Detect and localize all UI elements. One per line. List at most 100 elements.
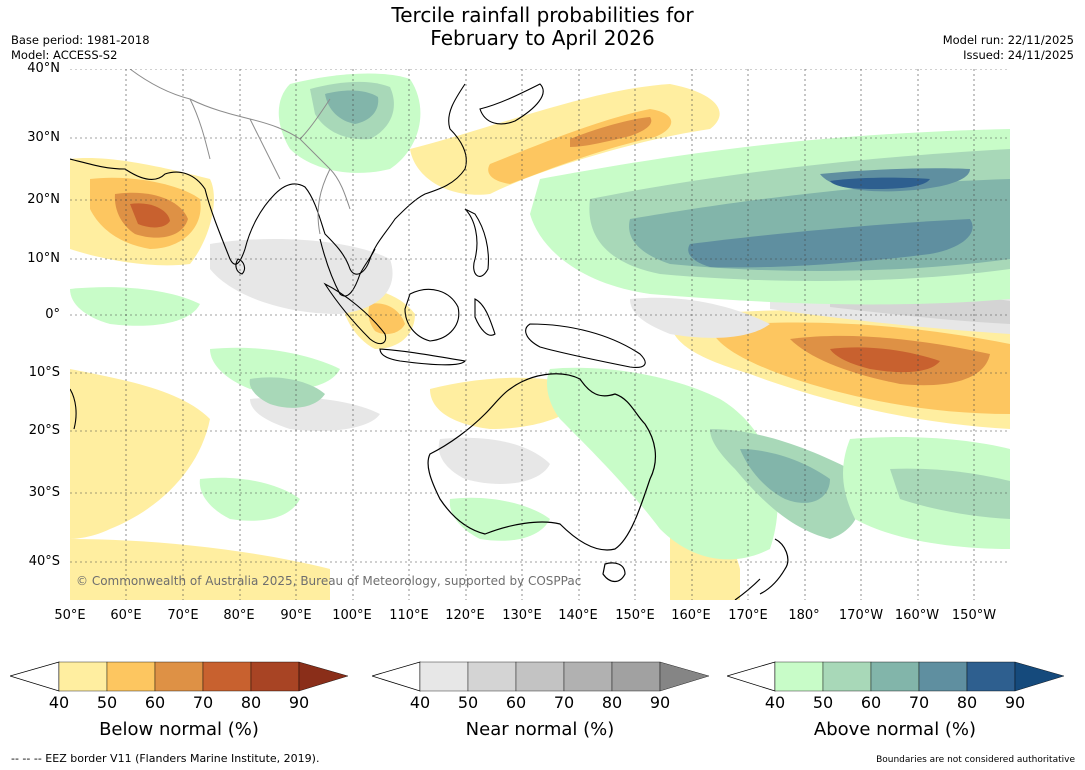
below-tick-90: 90	[288, 693, 310, 712]
lat-label-10s: 10°S	[28, 365, 60, 380]
tasmania-coastline	[602, 562, 626, 583]
above-tick-40: 40	[764, 693, 786, 712]
above-normal-title: Above normal (%)	[813, 719, 977, 740]
lon-label-130e: 130°E	[502, 608, 542, 623]
above-normal-swatch-50-60	[822, 661, 872, 692]
lon-label-120e: 120°E	[445, 608, 485, 623]
lon-label-90e: 90°E	[280, 608, 312, 623]
lon-label-100e: 100°E	[332, 608, 372, 623]
near-tick-80: 80	[601, 693, 623, 712]
below-normal-colorbar	[10, 661, 349, 692]
australia-coastline	[427, 373, 657, 551]
lon-label-70e: 70°E	[167, 608, 199, 623]
near-normal-high-arrow	[659, 661, 710, 692]
lat-label-20n: 20°N	[27, 192, 60, 207]
below-tick-40: 40	[48, 693, 70, 712]
lat-label-10n: 10°N	[27, 251, 60, 266]
near-tick-60: 60	[505, 693, 527, 712]
below-normal-swatch-70-80	[202, 661, 252, 692]
japan-coastline	[479, 83, 544, 125]
asia-coastline	[70, 83, 467, 275]
model-name: Model: ACCESS-S2	[11, 48, 118, 62]
issued-date: Issued: 24/11/2025	[963, 48, 1074, 62]
philippines-coastline	[464, 208, 489, 277]
above-normal-swatch-80-90	[966, 661, 1016, 692]
lon-label-170w: 170°W	[838, 608, 884, 623]
below-normal-high-arrow	[298, 661, 349, 692]
above-tick-60: 60	[860, 693, 882, 712]
meta-left: Base period: 1981-2018 Model: ACCESS-S2	[11, 33, 150, 63]
lat-label-20s: 20°S	[28, 423, 60, 438]
new-guinea-coastline	[525, 323, 646, 368]
below-normal-swatch-40-50	[58, 661, 108, 692]
lon-label-50e: 50°E	[54, 608, 86, 623]
below-tick-80: 80	[240, 693, 262, 712]
borneo-coastline	[404, 288, 460, 342]
java-coastline	[379, 348, 467, 366]
above-normal-colorbar	[727, 661, 1065, 692]
above-tick-50: 50	[812, 693, 834, 712]
chart-title: Tercile rainfall probabilities for Febru…	[0, 4, 1085, 50]
lat-label-40s: 40°S	[28, 554, 60, 569]
boundaries-note: Boundaries are not considered authoritat…	[876, 755, 1075, 765]
indochina-coastline	[319, 238, 376, 297]
sulawesi-coastline	[474, 298, 496, 336]
below-tick-60: 60	[144, 693, 166, 712]
model-run: Model run: 22/11/2025	[942, 33, 1074, 47]
lat-label-equator: 0°	[45, 307, 60, 322]
below-tick-50: 50	[96, 693, 118, 712]
title-line-2: February to April 2026	[430, 26, 655, 50]
near-tick-50: 50	[457, 693, 479, 712]
title-line-1: Tercile rainfall probabilities for	[391, 3, 694, 27]
near-normal-swatch-80-90	[611, 661, 661, 692]
above-tick-90: 90	[1004, 693, 1026, 712]
above-normal-swatch-60-70	[870, 661, 920, 692]
sumatra-coastline	[323, 282, 387, 345]
lon-label-170e: 170°E	[728, 608, 768, 623]
above-normal-swatch-70-80	[918, 661, 968, 692]
near-normal-colorbar	[372, 661, 710, 692]
lon-label-150w: 150°W	[951, 608, 997, 623]
near-tick-40: 40	[409, 693, 431, 712]
below-tick-70: 70	[192, 693, 214, 712]
lat-label-30n: 30°N	[27, 130, 60, 145]
lon-label-160w: 160°W	[894, 608, 940, 623]
near-normal-low-arrow	[372, 661, 421, 692]
base-period: Base period: 1981-2018	[11, 33, 150, 47]
lat-label-40n: 40°N	[27, 61, 60, 76]
meta-right: Model run: 22/11/2025 Issued: 24/11/2025	[943, 33, 1074, 63]
near-tick-90: 90	[649, 693, 671, 712]
near-tick-70: 70	[553, 693, 575, 712]
gridlines	[70, 69, 1010, 600]
above-normal-swatch-40-50	[774, 661, 824, 692]
madagascar-coastline	[70, 388, 77, 430]
lon-label-110e: 110°E	[389, 608, 429, 623]
near-normal-swatch-40-50	[419, 661, 469, 692]
copyright-notice: © Commonwealth of Australia 2025, Bureau…	[76, 574, 582, 588]
near-normal-swatch-60-70	[515, 661, 565, 692]
below-normal-swatch-60-70	[154, 661, 204, 692]
above-normal-areas	[70, 73, 1010, 560]
near-normal-swatch-50-60	[467, 661, 517, 692]
country-borders	[129, 69, 351, 235]
lon-label-80e: 80°E	[223, 608, 255, 623]
below-normal-swatch-50-60	[106, 661, 156, 692]
above-normal-low-arrow	[727, 661, 776, 692]
new-zealand-coastline	[734, 538, 789, 600]
below-normal-low-arrow	[10, 661, 60, 692]
below-normal-title: Below normal (%)	[99, 719, 259, 740]
above-tick-70: 70	[908, 693, 930, 712]
near-normal-title: Near normal (%)	[465, 719, 615, 740]
lon-label-160e: 160°E	[671, 608, 711, 623]
lon-label-60e: 60°E	[110, 608, 142, 623]
lon-label-180: 180°	[788, 608, 820, 623]
eez-border-note: -- -- -- EEZ border V11 (Flanders Marine…	[11, 752, 320, 765]
below-normal-swatch-80-90	[250, 661, 300, 692]
lat-label-30s: 30°S	[28, 485, 60, 500]
above-normal-high-arrow	[1014, 661, 1065, 692]
lon-label-140e: 140°E	[558, 608, 598, 623]
sri-lanka-coastline	[235, 258, 246, 275]
forecast-map	[70, 69, 1010, 600]
above-tick-80: 80	[956, 693, 978, 712]
near-normal-swatch-70-80	[563, 661, 613, 692]
